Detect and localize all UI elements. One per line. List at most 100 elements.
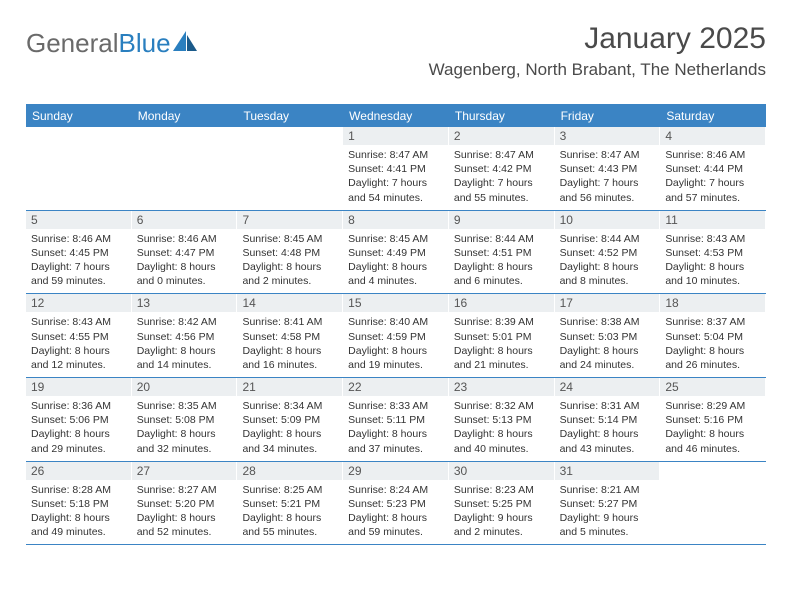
day-details: Sunrise: 8:32 AMSunset: 5:13 PMDaylight:… bbox=[449, 396, 555, 461]
day-details: Sunrise: 8:46 AMSunset: 4:44 PMDaylight:… bbox=[660, 145, 766, 210]
day-details: Sunrise: 8:24 AMSunset: 5:23 PMDaylight:… bbox=[343, 480, 449, 545]
daylight-line: and 40 minutes. bbox=[454, 442, 550, 456]
calendar-day-cell: 28Sunrise: 8:25 AMSunset: 5:21 PMDayligh… bbox=[237, 462, 343, 545]
day-number: 6 bbox=[132, 211, 238, 229]
sunrise-line: Sunrise: 8:47 AM bbox=[454, 148, 550, 162]
calendar-day-cell: 22Sunrise: 8:33 AMSunset: 5:11 PMDayligh… bbox=[343, 378, 449, 461]
day-details: Sunrise: 8:40 AMSunset: 4:59 PMDaylight:… bbox=[343, 312, 449, 377]
calendar-header-cell: Monday bbox=[132, 106, 238, 127]
sunset-line: Sunset: 4:55 PM bbox=[31, 330, 127, 344]
daylight-line: and 5 minutes. bbox=[560, 525, 656, 539]
day-details: Sunrise: 8:47 AMSunset: 4:42 PMDaylight:… bbox=[449, 145, 555, 210]
calendar-week-row: 26Sunrise: 8:28 AMSunset: 5:18 PMDayligh… bbox=[26, 462, 766, 546]
sunset-line: Sunset: 5:01 PM bbox=[454, 330, 550, 344]
day-details: Sunrise: 8:47 AMSunset: 4:43 PMDaylight:… bbox=[555, 145, 661, 210]
sunset-line: Sunset: 5:25 PM bbox=[454, 497, 550, 511]
sunrise-line: Sunrise: 8:23 AM bbox=[454, 483, 550, 497]
sunset-line: Sunset: 4:47 PM bbox=[137, 246, 233, 260]
daylight-line: and 10 minutes. bbox=[665, 274, 761, 288]
daylight-line: and 4 minutes. bbox=[348, 274, 444, 288]
calendar-day-cell: 19Sunrise: 8:36 AMSunset: 5:06 PMDayligh… bbox=[26, 378, 132, 461]
calendar-day-cell: 15Sunrise: 8:40 AMSunset: 4:59 PMDayligh… bbox=[343, 294, 449, 377]
daylight-line: and 37 minutes. bbox=[348, 442, 444, 456]
daylight-line: Daylight: 8 hours bbox=[348, 511, 444, 525]
sunrise-line: Sunrise: 8:31 AM bbox=[560, 399, 656, 413]
sunset-line: Sunset: 4:49 PM bbox=[348, 246, 444, 260]
sunset-line: Sunset: 5:03 PM bbox=[560, 330, 656, 344]
sunset-line: Sunset: 4:58 PM bbox=[242, 330, 338, 344]
day-details: Sunrise: 8:47 AMSunset: 4:41 PMDaylight:… bbox=[343, 145, 449, 210]
sunrise-line: Sunrise: 8:36 AM bbox=[31, 399, 127, 413]
daylight-line: and 21 minutes. bbox=[454, 358, 550, 372]
daylight-line: and 26 minutes. bbox=[665, 358, 761, 372]
day-number: 13 bbox=[132, 294, 238, 312]
calendar-day-cell: 29Sunrise: 8:24 AMSunset: 5:23 PMDayligh… bbox=[343, 462, 449, 545]
calendar-day-cell: 21Sunrise: 8:34 AMSunset: 5:09 PMDayligh… bbox=[237, 378, 343, 461]
calendar-day-cell: 31Sunrise: 8:21 AMSunset: 5:27 PMDayligh… bbox=[555, 462, 661, 545]
sunset-line: Sunset: 4:51 PM bbox=[454, 246, 550, 260]
day-number: 29 bbox=[343, 462, 449, 480]
daylight-line: Daylight: 8 hours bbox=[454, 427, 550, 441]
calendar-day-cell: 25Sunrise: 8:29 AMSunset: 5:16 PMDayligh… bbox=[660, 378, 766, 461]
daylight-line: Daylight: 8 hours bbox=[242, 511, 338, 525]
day-number: 30 bbox=[449, 462, 555, 480]
day-number: 3 bbox=[555, 127, 661, 145]
daylight-line: Daylight: 9 hours bbox=[560, 511, 656, 525]
sunrise-line: Sunrise: 8:45 AM bbox=[242, 232, 338, 246]
calendar-day-cell: 27Sunrise: 8:27 AMSunset: 5:20 PMDayligh… bbox=[132, 462, 238, 545]
calendar-day-cell: 17Sunrise: 8:38 AMSunset: 5:03 PMDayligh… bbox=[555, 294, 661, 377]
sunset-line: Sunset: 5:08 PM bbox=[137, 413, 233, 427]
calendar-day-cell: 26Sunrise: 8:28 AMSunset: 5:18 PMDayligh… bbox=[26, 462, 132, 545]
sunset-line: Sunset: 4:45 PM bbox=[31, 246, 127, 260]
calendar-day-cell: 8Sunrise: 8:45 AMSunset: 4:49 PMDaylight… bbox=[343, 211, 449, 294]
day-number: 7 bbox=[237, 211, 343, 229]
sunrise-line: Sunrise: 8:44 AM bbox=[454, 232, 550, 246]
sunrise-line: Sunrise: 8:43 AM bbox=[31, 315, 127, 329]
day-number: 8 bbox=[343, 211, 449, 229]
brand-part1: General bbox=[26, 28, 119, 59]
daylight-line: and 34 minutes. bbox=[242, 442, 338, 456]
sunrise-line: Sunrise: 8:46 AM bbox=[31, 232, 127, 246]
day-number: 27 bbox=[132, 462, 238, 480]
daylight-line: Daylight: 9 hours bbox=[454, 511, 550, 525]
calendar-week-row: 19Sunrise: 8:36 AMSunset: 5:06 PMDayligh… bbox=[26, 378, 766, 462]
day-details: Sunrise: 8:33 AMSunset: 5:11 PMDaylight:… bbox=[343, 396, 449, 461]
daylight-line: and 49 minutes. bbox=[31, 525, 127, 539]
calendar-header-cell: Friday bbox=[555, 106, 661, 127]
daylight-line: Daylight: 8 hours bbox=[348, 344, 444, 358]
sunset-line: Sunset: 5:04 PM bbox=[665, 330, 761, 344]
calendar-day-cell: 24Sunrise: 8:31 AMSunset: 5:14 PMDayligh… bbox=[555, 378, 661, 461]
daylight-line: and 24 minutes. bbox=[560, 358, 656, 372]
calendar-header-cell: Tuesday bbox=[237, 106, 343, 127]
day-details: Sunrise: 8:23 AMSunset: 5:25 PMDaylight:… bbox=[449, 480, 555, 545]
daylight-line: Daylight: 7 hours bbox=[31, 260, 127, 274]
sunrise-line: Sunrise: 8:44 AM bbox=[560, 232, 656, 246]
sunrise-line: Sunrise: 8:34 AM bbox=[242, 399, 338, 413]
sunset-line: Sunset: 5:13 PM bbox=[454, 413, 550, 427]
daylight-line: Daylight: 7 hours bbox=[665, 176, 761, 190]
day-details: Sunrise: 8:21 AMSunset: 5:27 PMDaylight:… bbox=[555, 480, 661, 545]
sunset-line: Sunset: 5:14 PM bbox=[560, 413, 656, 427]
daylight-line: and 52 minutes. bbox=[137, 525, 233, 539]
daylight-line: and 57 minutes. bbox=[665, 191, 761, 205]
day-number: 21 bbox=[237, 378, 343, 396]
daylight-line: and 54 minutes. bbox=[348, 191, 444, 205]
day-details: Sunrise: 8:37 AMSunset: 5:04 PMDaylight:… bbox=[660, 312, 766, 377]
daylight-line: Daylight: 8 hours bbox=[348, 260, 444, 274]
daylight-line: and 55 minutes. bbox=[454, 191, 550, 205]
day-number: 16 bbox=[449, 294, 555, 312]
daylight-line: and 16 minutes. bbox=[242, 358, 338, 372]
day-number: 24 bbox=[555, 378, 661, 396]
sunset-line: Sunset: 4:44 PM bbox=[665, 162, 761, 176]
day-details: Sunrise: 8:34 AMSunset: 5:09 PMDaylight:… bbox=[237, 396, 343, 461]
calendar-day-cell bbox=[26, 127, 132, 210]
sunset-line: Sunset: 4:56 PM bbox=[137, 330, 233, 344]
sunrise-line: Sunrise: 8:47 AM bbox=[560, 148, 656, 162]
sunrise-line: Sunrise: 8:46 AM bbox=[137, 232, 233, 246]
calendar-week-row: 5Sunrise: 8:46 AMSunset: 4:45 PMDaylight… bbox=[26, 211, 766, 295]
day-number: 10 bbox=[555, 211, 661, 229]
sunrise-line: Sunrise: 8:35 AM bbox=[137, 399, 233, 413]
daylight-line: and 59 minutes. bbox=[31, 274, 127, 288]
calendar-week-row: 1Sunrise: 8:47 AMSunset: 4:41 PMDaylight… bbox=[26, 127, 766, 211]
day-details: Sunrise: 8:27 AMSunset: 5:20 PMDaylight:… bbox=[132, 480, 238, 545]
